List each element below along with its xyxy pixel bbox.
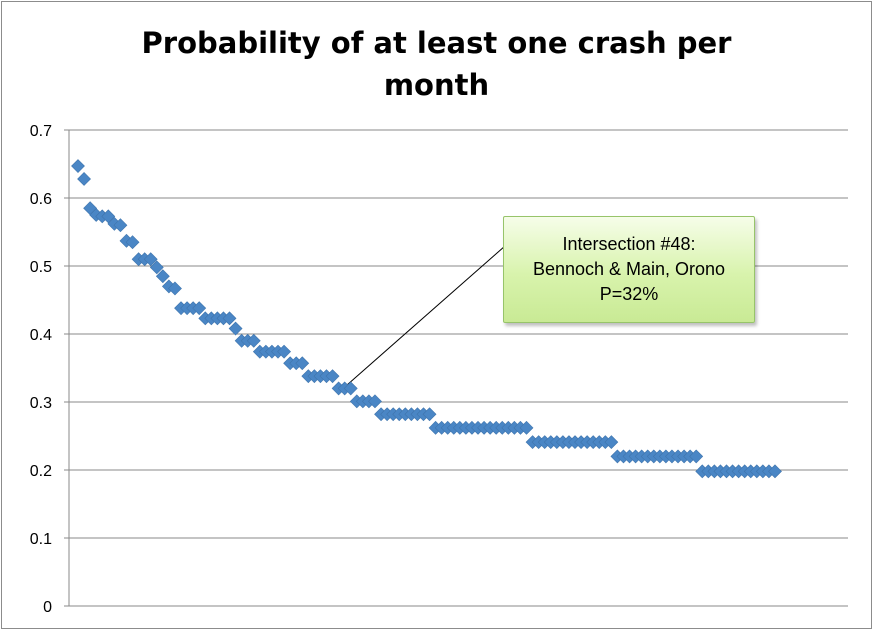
data-point — [228, 321, 243, 336]
annotation-line-1: Intersection #48: — [562, 234, 696, 254]
annotation-line-2: Bennoch & Main, Orono — [532, 259, 726, 279]
annotation-line-3: P=32% — [599, 284, 659, 304]
chart-title-line-1: Probability of at least one crash per — [141, 26, 732, 60]
data-point — [295, 356, 310, 371]
data-point — [325, 369, 340, 384]
data-point — [168, 281, 182, 296]
data-point — [155, 269, 170, 284]
callout-leader — [347, 245, 506, 385]
data-point — [125, 235, 140, 250]
y-tick-label: 0.6 — [30, 191, 52, 208]
data-point — [422, 407, 437, 422]
data-point — [113, 218, 128, 233]
chart-title: Probability of at least one crash per mo… — [0, 22, 873, 106]
y-tick-label: 0 — [43, 599, 52, 616]
data-point — [101, 209, 116, 224]
y-tick-label: 0.5 — [30, 259, 52, 276]
annotation-callout: Intersection #48: Bennoch & Main, Orono … — [503, 216, 755, 323]
y-tick-label: 0.4 — [30, 327, 52, 344]
data-points — [71, 159, 782, 479]
y-tick-labels: 0 0.1 0.2 0.3 0.4 0.5 0.6 0.7 — [30, 123, 52, 616]
callout-leader-line — [347, 245, 506, 385]
data-point — [604, 435, 619, 450]
data-point — [368, 394, 382, 409]
chart-title-line-2: month — [383, 68, 490, 102]
data-point — [768, 464, 782, 479]
data-point — [143, 252, 158, 267]
data-point — [222, 311, 237, 326]
data-point — [192, 301, 207, 316]
y-tick-label: 0.2 — [30, 463, 52, 480]
y-tick-label: 0.3 — [30, 395, 52, 412]
y-tick-label: 0.1 — [30, 531, 52, 548]
axes — [64, 129, 848, 607]
data-point — [149, 260, 164, 275]
data-point — [689, 449, 704, 464]
gridlines — [69, 129, 848, 539]
data-point — [519, 420, 534, 435]
data-point — [277, 344, 291, 359]
data-point — [246, 333, 261, 348]
y-tick-label: 0.7 — [30, 123, 52, 140]
data-point — [77, 172, 91, 186]
data-point — [71, 159, 85, 173]
data-point — [343, 381, 358, 396]
